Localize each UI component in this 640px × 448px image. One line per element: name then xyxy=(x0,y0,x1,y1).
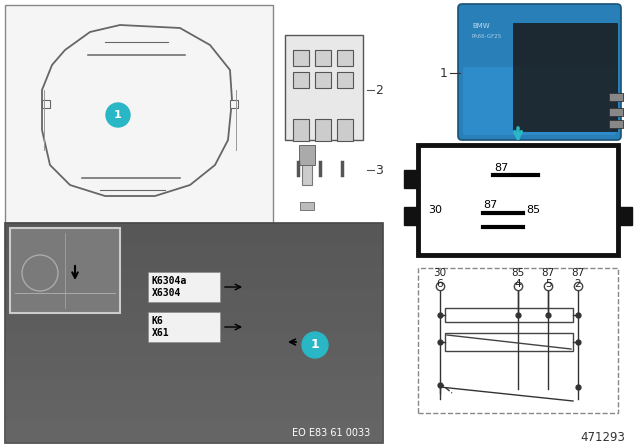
Bar xyxy=(618,207,632,225)
Bar xyxy=(5,289,383,311)
Text: 471293: 471293 xyxy=(580,431,625,444)
Bar xyxy=(10,228,120,313)
Text: K6
X61: K6 X61 xyxy=(152,316,170,338)
Bar xyxy=(315,72,331,88)
Bar xyxy=(230,100,238,108)
Text: 2: 2 xyxy=(575,279,581,289)
Bar xyxy=(609,108,623,116)
Text: 30: 30 xyxy=(428,205,442,215)
Bar xyxy=(445,308,573,322)
Bar xyxy=(337,72,353,88)
Bar xyxy=(5,399,383,421)
Bar xyxy=(404,170,418,188)
Text: 5: 5 xyxy=(545,279,551,289)
Bar xyxy=(293,50,309,66)
Bar xyxy=(315,119,331,141)
Text: PA66-GF25: PA66-GF25 xyxy=(472,34,502,39)
Bar xyxy=(445,333,573,351)
Bar xyxy=(5,223,383,443)
Bar xyxy=(404,207,418,225)
Bar xyxy=(148,312,220,342)
Text: 87: 87 xyxy=(494,163,508,173)
Bar xyxy=(418,145,618,255)
Bar xyxy=(5,245,383,267)
Bar xyxy=(418,268,618,413)
Bar xyxy=(5,421,383,443)
Bar xyxy=(5,377,383,399)
Text: K6304a
X6304: K6304a X6304 xyxy=(152,276,188,298)
Bar xyxy=(513,23,617,131)
Bar xyxy=(5,355,383,377)
Bar xyxy=(42,100,50,108)
Bar xyxy=(293,119,309,141)
Bar xyxy=(5,267,383,289)
Text: EO E83 61 0033: EO E83 61 0033 xyxy=(292,428,370,438)
Bar xyxy=(148,272,220,302)
Bar xyxy=(302,160,312,185)
Text: 30: 30 xyxy=(433,268,447,278)
Text: 1: 1 xyxy=(440,66,448,79)
Bar xyxy=(293,72,309,88)
Text: 87: 87 xyxy=(572,268,584,278)
FancyBboxPatch shape xyxy=(463,67,616,135)
Bar xyxy=(5,311,383,333)
Bar xyxy=(5,5,273,223)
Text: 6: 6 xyxy=(436,279,444,289)
Text: 4: 4 xyxy=(515,279,522,289)
Text: 85: 85 xyxy=(511,268,525,278)
Bar xyxy=(315,50,331,66)
Bar xyxy=(337,119,353,141)
Text: 2: 2 xyxy=(375,83,383,96)
Bar xyxy=(285,35,363,140)
Text: 1: 1 xyxy=(114,110,122,120)
Bar xyxy=(300,202,314,210)
Text: 3: 3 xyxy=(375,164,383,177)
Bar xyxy=(609,93,623,101)
Bar xyxy=(5,223,383,245)
FancyBboxPatch shape xyxy=(458,4,621,140)
Circle shape xyxy=(302,332,328,358)
Bar xyxy=(337,50,353,66)
Circle shape xyxy=(106,103,130,127)
Text: 87: 87 xyxy=(483,200,497,210)
Text: 1: 1 xyxy=(310,339,319,352)
Text: 85: 85 xyxy=(526,205,540,215)
Bar xyxy=(609,120,623,128)
Text: 87: 87 xyxy=(541,268,555,278)
Bar xyxy=(5,333,383,355)
Text: BMW: BMW xyxy=(472,23,490,29)
Bar xyxy=(299,145,315,165)
